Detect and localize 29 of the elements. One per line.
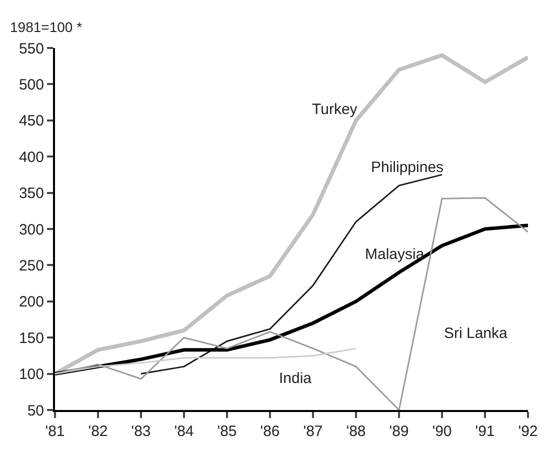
y-tick-label: 50: [27, 402, 44, 420]
x-tick-label: '90: [432, 423, 452, 440]
x-tick-label: '89: [389, 423, 409, 440]
y-tick-label: 400: [18, 148, 44, 166]
x-tick-label: '84: [174, 423, 194, 440]
series-label: India: [279, 370, 312, 387]
y-tick-label: 200: [18, 294, 44, 311]
series-label: Turkey: [312, 101, 358, 118]
y-tick-label: 100: [18, 366, 44, 384]
y-tick-label: 150: [18, 330, 44, 347]
x-tick-label: '82: [88, 423, 108, 440]
x-tick-label: '87: [303, 423, 323, 440]
y-axis-title: 1981=100 *: [10, 19, 83, 35]
x-tick-label: '91: [475, 423, 495, 440]
x-tick-label: '86: [260, 423, 280, 440]
y-tick-label: 350: [18, 185, 44, 202]
x-tick-label: '83: [131, 423, 151, 440]
y-tick-label: 500: [18, 76, 44, 94]
x-tick-label: '85: [217, 423, 237, 440]
x-tick-label: '88: [346, 423, 366, 440]
x-tick-label: '92: [518, 423, 538, 440]
x-tick-label: '81: [45, 423, 65, 440]
series-label: Sri Lanka: [444, 325, 508, 342]
y-tick-label: 250: [18, 257, 44, 274]
series-label: Philippines: [371, 159, 444, 176]
series-label: Malaysia: [365, 246, 425, 263]
y-tick-label: 450: [18, 112, 44, 130]
y-tick-label: 550: [18, 40, 44, 58]
y-tick-label: 300: [18, 221, 44, 238]
